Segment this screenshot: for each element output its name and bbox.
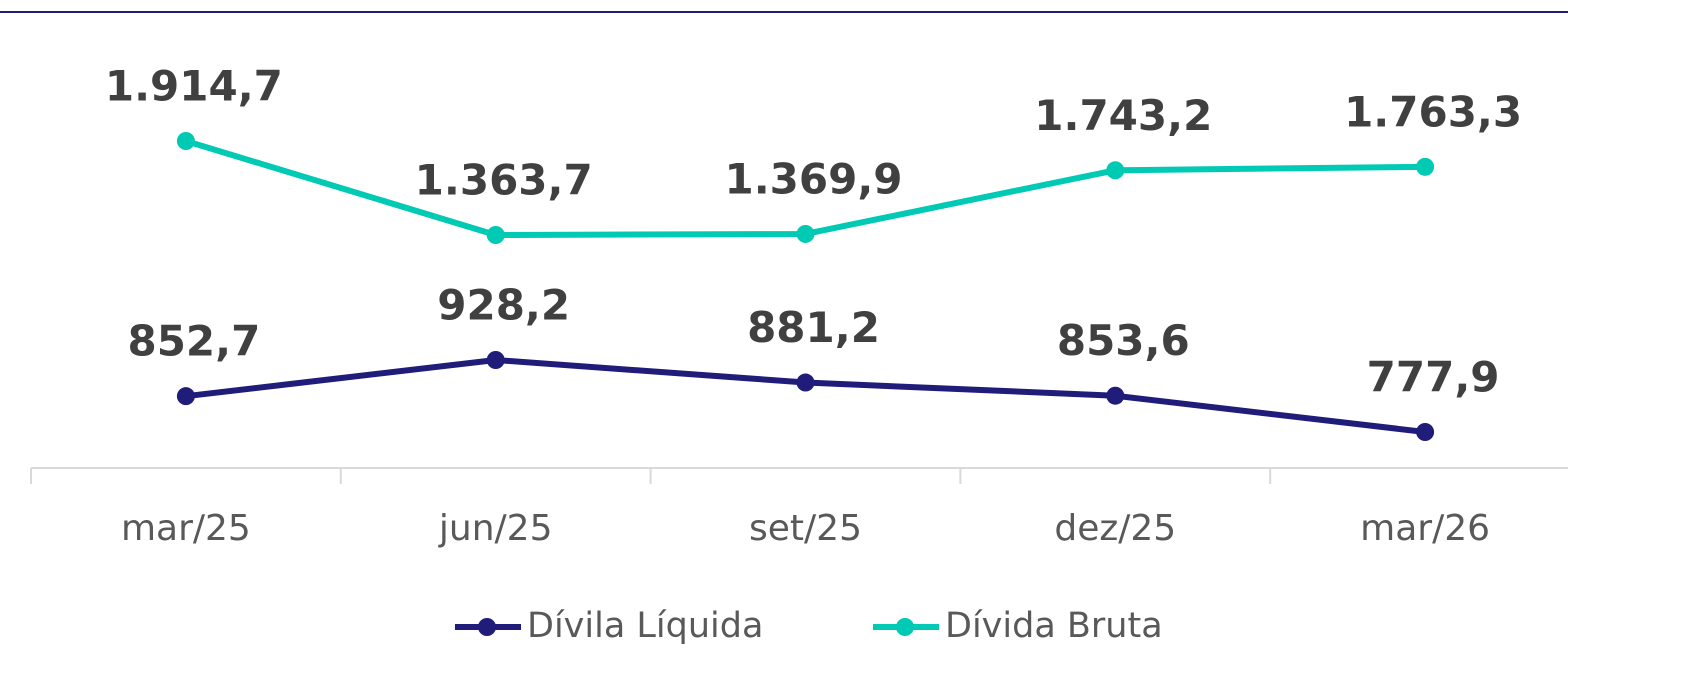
legend-dot bbox=[478, 618, 496, 636]
point bbox=[1416, 423, 1435, 441]
line bbox=[185, 357, 1426, 435]
data-label: 777,9 bbox=[1367, 353, 1500, 402]
data-label: 853,6 bbox=[1057, 316, 1190, 365]
point bbox=[486, 226, 505, 244]
data-label: 881,2 bbox=[747, 303, 880, 352]
point bbox=[486, 351, 505, 369]
x-tick-label: mar/25 bbox=[121, 508, 251, 549]
point bbox=[176, 387, 195, 406]
x-tick-label: dez/25 bbox=[1054, 508, 1176, 549]
data-label: 1.763,3 bbox=[1344, 87, 1522, 136]
data-label: 928,2 bbox=[437, 281, 570, 330]
legend-dot bbox=[896, 618, 914, 636]
point bbox=[176, 132, 195, 150]
x-tick-label: jun/25 bbox=[438, 508, 553, 549]
point bbox=[796, 373, 815, 392]
data-label: 1.743,2 bbox=[1034, 91, 1212, 140]
data-label: 852,7 bbox=[127, 317, 260, 366]
point bbox=[796, 224, 815, 243]
legend-label: Dívila Líquida bbox=[527, 606, 763, 646]
data-label: 1.914,7 bbox=[105, 62, 283, 111]
point bbox=[1106, 161, 1125, 180]
legend-label: Dívida Bruta bbox=[945, 606, 1163, 646]
data-label: 1.363,7 bbox=[415, 156, 593, 205]
x-tick-label: set/25 bbox=[749, 508, 862, 549]
x-tick-label: mar/26 bbox=[1360, 508, 1490, 549]
point bbox=[1416, 157, 1435, 176]
data-label: 1.369,9 bbox=[724, 154, 902, 203]
point bbox=[1106, 386, 1125, 405]
